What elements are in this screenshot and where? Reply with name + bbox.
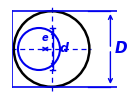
Text: e: e [42, 33, 49, 43]
Text: d: d [60, 43, 69, 55]
Text: D: D [115, 41, 127, 57]
